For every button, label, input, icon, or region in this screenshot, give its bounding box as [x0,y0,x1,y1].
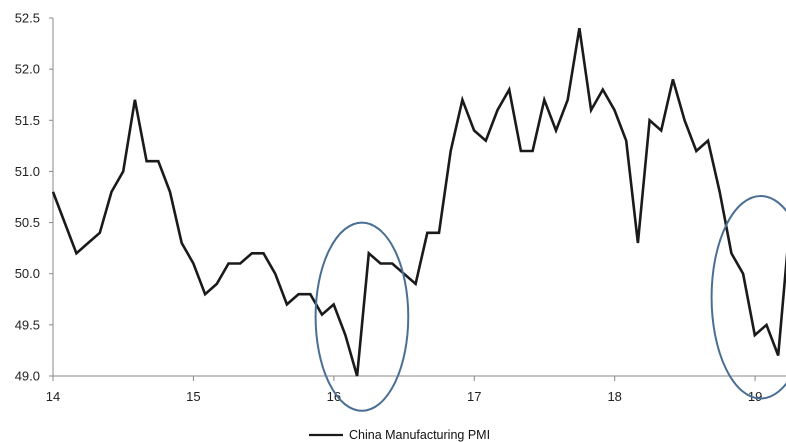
legend-label: China Manufacturing PMI [349,428,490,442]
x-tick-label: 19 [748,389,762,404]
y-tick-label: 52.0 [15,62,40,77]
y-tick-label: 49.5 [15,317,40,332]
y-tick-label: 49.0 [15,369,40,384]
x-tick-label: 17 [467,389,481,404]
highlight-ellipse [710,195,786,400]
y-axis-tick-labels: 49.0 49.5 50.0 50.5 51.0 51.5 52.0 52.5 [15,11,40,384]
x-axis [52,375,786,381]
y-tick-label: 50.5 [15,215,40,230]
legend: China Manufacturing PMI [309,428,490,442]
y-tick-label: 51.0 [15,164,40,179]
y-tick-label: 52.5 [15,11,40,26]
y-axis [49,17,54,377]
y-tick-label: 51.5 [15,113,40,128]
x-tick-label: 14 [46,389,60,404]
x-tick-label: 16 [327,389,341,404]
y-tick-label: 50.0 [15,266,40,281]
x-axis-tick-labels: 14 15 16 17 18 19 [46,389,763,404]
highlight-ellipse [314,221,410,412]
plot-area [51,27,786,412]
x-tick-label: 18 [607,389,621,404]
x-tick-label: 15 [186,389,200,404]
series-line [51,27,786,377]
